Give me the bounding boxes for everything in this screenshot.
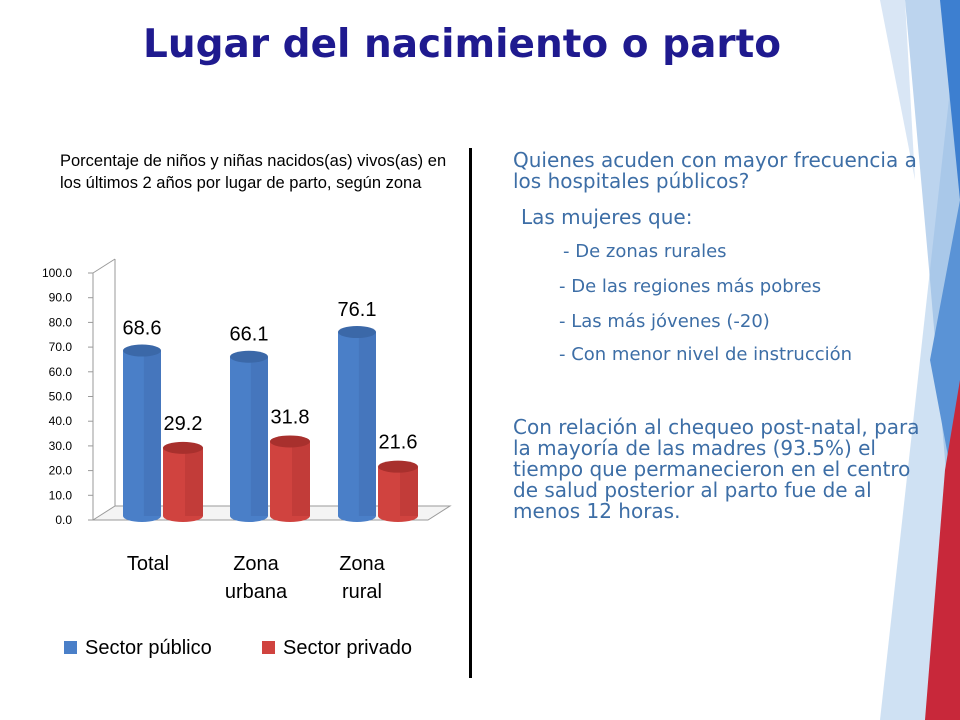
x-category-label: Zona bbox=[233, 553, 279, 575]
data-label-private: 21.6 bbox=[379, 432, 418, 454]
data-label-public: 66.1 bbox=[230, 324, 269, 346]
y-tick-label: 10.0 bbox=[49, 488, 73, 502]
y-tick-label: 30.0 bbox=[49, 439, 73, 453]
y-tick-label: 60.0 bbox=[49, 365, 73, 379]
list-item-education: - Con menor nivel de instrucción bbox=[559, 344, 853, 365]
y-tick-label: 100.0 bbox=[42, 266, 72, 280]
bar-private bbox=[163, 441, 203, 522]
legend-swatch bbox=[64, 641, 77, 654]
list-item-poor-regions: - De las regiones más pobres bbox=[559, 276, 822, 297]
x-category-label: Zona bbox=[339, 553, 385, 575]
postnatal-paragraph: Con relación al chequeo post-natal, para… bbox=[513, 415, 920, 523]
data-label-public: 68.6 bbox=[123, 318, 162, 340]
bar-public bbox=[338, 326, 376, 522]
data-label-private: 31.8 bbox=[271, 406, 310, 428]
legend-label: Sector privado bbox=[283, 637, 412, 659]
x-category-label: rural bbox=[342, 581, 382, 603]
question-text: Quienes acuden con mayor frecuencia a lo… bbox=[513, 148, 917, 193]
y-tick-label: 20.0 bbox=[49, 464, 73, 478]
y-tick-label: 80.0 bbox=[49, 315, 73, 329]
y-tick-label: 40.0 bbox=[49, 414, 73, 428]
y-tick-label: 50.0 bbox=[49, 390, 73, 404]
column-divider bbox=[469, 148, 472, 678]
data-label-private: 29.2 bbox=[164, 413, 203, 435]
right-text-panel: Quienes acuden con mayor frecuencia a lo… bbox=[513, 150, 923, 522]
bar-public bbox=[230, 350, 268, 522]
data-label-public: 76.1 bbox=[338, 299, 377, 321]
y-tick-label: 0.0 bbox=[55, 513, 72, 527]
bar-public bbox=[123, 344, 161, 522]
x-category-label: Total bbox=[127, 553, 169, 575]
x-category-label: urbana bbox=[225, 581, 288, 603]
legend-label: Sector público bbox=[85, 637, 212, 659]
bar-private bbox=[270, 435, 310, 522]
legend-swatch bbox=[262, 641, 275, 654]
y-tick-label: 70.0 bbox=[49, 340, 73, 354]
bar-private bbox=[378, 460, 418, 522]
chart-subtitle: Porcentaje de niños y niñas nacidos(as) … bbox=[60, 152, 447, 192]
lead-text: Las mujeres que: bbox=[521, 205, 693, 229]
y-axis-top bbox=[92, 258, 116, 274]
list-item-rural: - De zonas rurales bbox=[563, 241, 727, 262]
slide-title: Lugar del nacimiento o parto bbox=[143, 22, 782, 67]
y-tick-label: 90.0 bbox=[49, 291, 73, 305]
list-item-young: - Las más jóvenes (-20) bbox=[559, 311, 770, 332]
